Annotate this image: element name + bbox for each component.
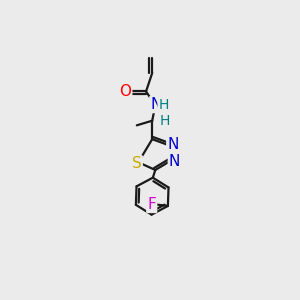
Text: H: H: [159, 98, 169, 112]
Text: F: F: [147, 197, 156, 212]
Text: O: O: [119, 84, 131, 99]
Text: N: N: [150, 97, 162, 112]
Text: N: N: [167, 137, 179, 152]
Text: S: S: [132, 156, 142, 171]
Text: H: H: [160, 114, 170, 128]
Text: N: N: [169, 154, 180, 169]
